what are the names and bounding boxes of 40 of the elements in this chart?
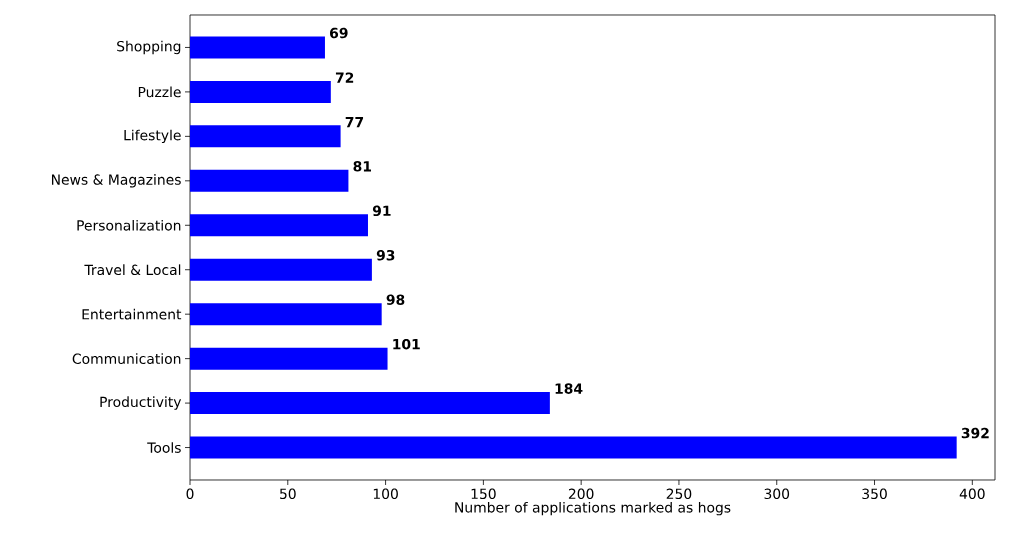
y-tick-label: Communication	[72, 353, 181, 365]
x-tick-label: 200	[568, 488, 594, 500]
bar	[190, 347, 388, 370]
data-label: 98	[386, 294, 405, 305]
y-tick-label: Shopping	[117, 40, 181, 55]
x-tick-label: 400	[959, 488, 985, 500]
data-label: 69	[330, 27, 348, 39]
x-tick-label: 150	[471, 488, 496, 500]
x-tick-label: 300	[764, 488, 790, 500]
y-tick-label: Lifestyle	[124, 129, 181, 144]
x-tick-label: 50	[280, 488, 296, 500]
y-tick-label: Puzzle	[138, 86, 181, 98]
bar	[190, 436, 957, 459]
bar	[190, 214, 368, 237]
data-label: 184	[555, 383, 583, 394]
x-axis-title: Number of applications marked as hogs	[455, 501, 731, 516]
data-label: 77	[345, 117, 364, 128]
x-tick-label: 250	[666, 488, 692, 500]
y-tick-label: Tools	[147, 442, 181, 453]
data-label: 101	[393, 338, 420, 350]
bar	[190, 36, 325, 59]
data-label: 392	[961, 427, 989, 439]
y-tick-label: Entertainment	[82, 308, 182, 320]
bar	[190, 392, 550, 415]
bar	[190, 80, 331, 103]
data-label: 81	[353, 161, 371, 172]
data-label: 91	[372, 205, 391, 217]
x-tick-label: 100	[373, 488, 398, 500]
bar	[190, 303, 382, 326]
x-tick-label: 0	[186, 488, 194, 500]
bar	[190, 258, 372, 281]
x-tick-label: 350	[862, 488, 887, 500]
bar	[190, 169, 349, 192]
y-tick-label: Personalization	[77, 219, 181, 231]
bar	[190, 125, 341, 148]
y-tick-label: News & Magazines	[51, 174, 181, 188]
y-tick-label: Travel & Local	[84, 264, 181, 276]
data-label: 93	[376, 250, 395, 261]
data-label: 72	[335, 72, 354, 83]
y-tick-label: Productivity	[100, 396, 182, 410]
